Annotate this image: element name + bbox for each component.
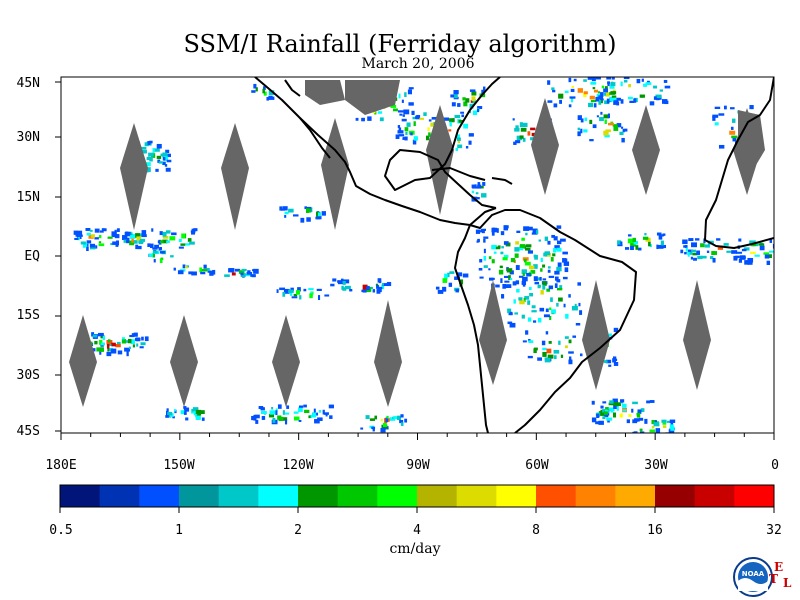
swath-gap: [321, 118, 349, 230]
swath-gap: [272, 315, 300, 407]
lat-label-30n: 30N: [16, 130, 40, 145]
lat-label-eq: EQ: [24, 249, 40, 264]
colorbar-swatch: [298, 485, 339, 507]
colorbar-label-2: 2: [294, 523, 302, 538]
lat-label-15s: 15S: [16, 308, 40, 323]
swath-gap: [170, 315, 198, 407]
colorbar-swatch: [694, 485, 735, 507]
gap-patch: [345, 80, 400, 115]
colorbar-swatch: [377, 485, 418, 507]
colorbar-label-1: 1: [175, 523, 183, 538]
colorbar-swatch: [139, 485, 180, 507]
colorbar-swatch: [734, 485, 775, 507]
swath-gap: [582, 280, 610, 390]
coastlines: [254, 77, 774, 433]
colorbar-swatch: [456, 485, 497, 507]
map-title: SSM/I Rainfall (Ferriday algorithm): [183, 30, 617, 58]
swath-gap: [683, 280, 711, 390]
swath-gap: [632, 105, 660, 195]
colorbar-swatch: [536, 485, 577, 507]
lat-label-45n: 45N: [16, 76, 40, 91]
colorbar-swatch: [258, 485, 299, 507]
noaa-logo: NOAA: [733, 557, 773, 597]
swath-gap: [69, 315, 97, 407]
colorbar-label-32: 32: [766, 523, 782, 538]
colorbar-swatch: [337, 485, 378, 507]
baja-coast: [299, 117, 331, 159]
lon-label-150w: 150W: [163, 458, 195, 473]
logo-letter-e: E: [774, 560, 784, 574]
swath-gap: [221, 123, 249, 230]
colorbar-swatch: [655, 485, 696, 507]
noaa-logo-text: NOAA: [742, 570, 765, 578]
lon-label-60w: 60W: [525, 458, 549, 473]
axis-ticks: [55, 81, 775, 440]
colorbar-swatch: [60, 485, 101, 507]
colorbar-swatch: [99, 485, 140, 507]
north-america-coast: [254, 77, 497, 226]
lon-label-30w: 30W: [644, 458, 668, 473]
swath-gap: [374, 300, 402, 407]
lon-label-90w: 90W: [406, 458, 430, 473]
south-america-west-coast: [454, 224, 489, 433]
lat-label-45s: 45S: [16, 424, 40, 439]
colorbar-swatch: [575, 485, 616, 507]
lat-label-30s: 30S: [16, 368, 40, 383]
cuba: [431, 167, 486, 181]
colorbar-frame: [59, 484, 775, 508]
logo-letter-l: L: [783, 576, 792, 590]
lon-label-120w: 120W: [282, 458, 314, 473]
colorbar-swatch: [179, 485, 220, 507]
gap-patch: [305, 80, 345, 105]
lat-label-15n: 15N: [16, 190, 40, 205]
colorbar-swatch: [218, 485, 259, 507]
hispaniola: [491, 177, 513, 185]
swath-gap: [531, 98, 559, 195]
colorbar-swatch: [615, 485, 656, 507]
colorbar-label-16: 16: [647, 523, 663, 538]
plot-frame: [60, 76, 775, 434]
colorbar-label-4: 4: [413, 523, 421, 538]
colorbar-swatch: [417, 485, 458, 507]
colorbar-label-0.5: 0.5: [49, 523, 73, 538]
greenland-edge: [284, 79, 301, 97]
colorbar-label-8: 8: [532, 523, 540, 538]
swath-gap: [426, 105, 454, 215]
swath-gaps: [69, 80, 765, 407]
africa-coast: [704, 77, 774, 249]
logo-letter-t: T: [769, 572, 778, 586]
mexico-gulf-coast: [384, 77, 501, 209]
south-america-coast: [469, 209, 637, 433]
swath-gap: [120, 123, 148, 230]
lon-label-180e: 180E: [45, 458, 77, 473]
swath-gap: [479, 280, 507, 385]
colorbar-units: cm/day: [389, 541, 441, 557]
lon-label-0: 0: [771, 458, 779, 473]
colorbar: [59, 485, 775, 513]
colorbar-swatch: [496, 485, 537, 507]
map-date: March 20, 2006: [361, 56, 475, 72]
